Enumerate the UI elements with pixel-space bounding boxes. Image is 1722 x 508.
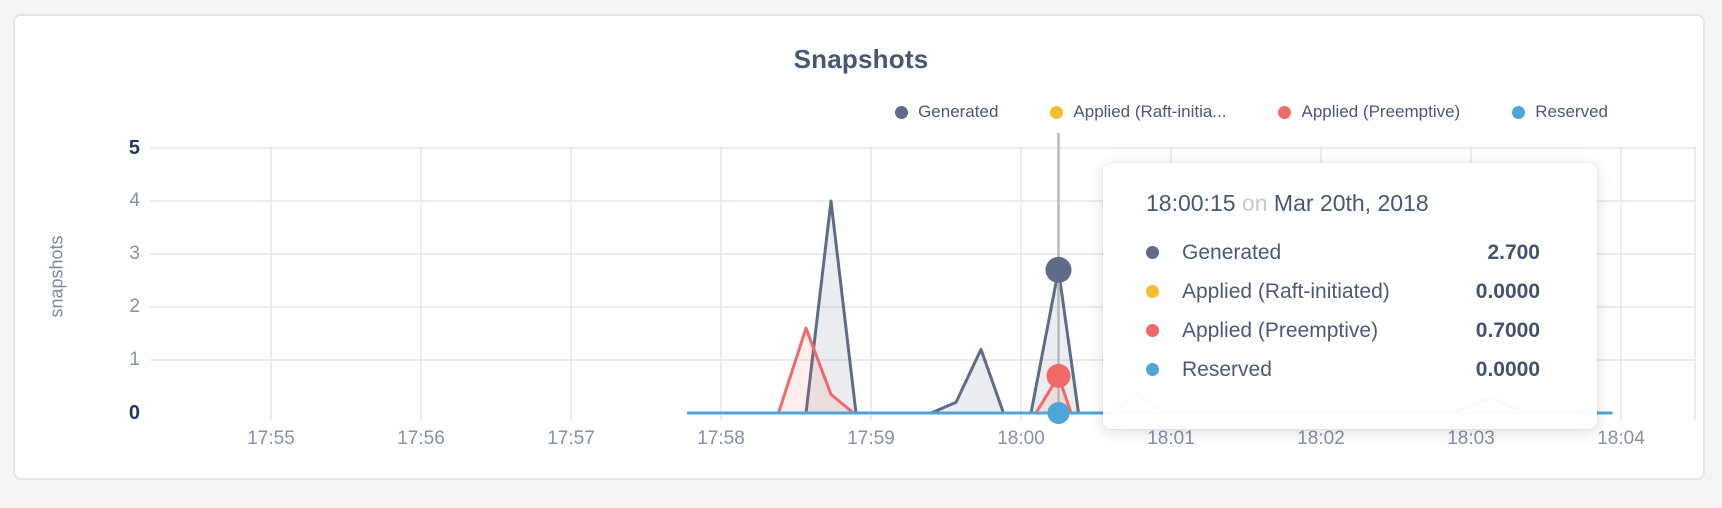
x-tick-label: 18:00	[997, 428, 1045, 449]
legend-label: Applied (Preemptive)	[1301, 102, 1461, 121]
chart-title: Snapshots	[793, 44, 929, 74]
tooltip-series-label: Generated	[1182, 240, 1282, 264]
chart-tooltip: 18:00:15 on Mar 20th, 2018 Generated 2.70…	[1103, 163, 1597, 429]
hover-point	[1045, 256, 1072, 283]
x-tick-label: 18:02	[1297, 428, 1345, 449]
legend-swatch-icon	[1512, 105, 1526, 119]
tooltip-row: Reserved 0.0000	[1146, 350, 1540, 389]
tooltip-series-value: 0.0000	[1475, 357, 1540, 381]
x-tick-label: 17:58	[697, 428, 745, 449]
tooltip-series-value: 2.700	[1487, 240, 1540, 264]
y-tick-label: 1	[129, 349, 140, 370]
tooltip-series-label: Applied (Raft-initiated)	[1182, 279, 1390, 303]
legend-label: Reserved	[1535, 102, 1608, 121]
legend-swatch-icon	[1050, 105, 1064, 119]
legend-swatch-icon	[1278, 105, 1292, 119]
x-tick-label: 18:04	[1597, 428, 1645, 449]
tooltip-row: Generated 2.700	[1146, 233, 1540, 272]
tooltip-series-dot-icon	[1146, 324, 1159, 337]
tooltip-series-label: Reserved	[1182, 357, 1272, 381]
legend-label: Generated	[918, 102, 999, 121]
y-tick-label: 2	[129, 296, 140, 317]
hover-point	[1047, 402, 1070, 424]
y-tick-label: 4	[129, 190, 140, 211]
tooltip-series-dot-icon	[1146, 363, 1159, 376]
legend-swatch-icon	[895, 105, 909, 119]
legend: Generated Applied (Raft-initia... Applied …	[895, 102, 1608, 122]
hover-point	[1046, 363, 1071, 388]
tooltip-conjunction: on	[1241, 190, 1268, 216]
tooltip-row: Applied (Preemptive) 0.7000	[1146, 311, 1540, 350]
tooltip-series-value: 0.7000	[1475, 318, 1540, 342]
tooltip-series-dot-icon	[1146, 285, 1159, 298]
x-tick-label: 18:01	[1147, 428, 1195, 449]
x-tick-label: 17:55	[247, 428, 295, 449]
tooltip-time: 18:00:15	[1146, 190, 1236, 216]
y-tick-label: 0	[128, 402, 140, 424]
y-tick-label: 5	[128, 137, 140, 159]
tooltip-rows: Generated 2.700 Applied (Raft-initiated) 0.…	[1146, 233, 1540, 389]
tooltip-series-dot-icon	[1146, 246, 1159, 259]
y-tick-label: 3	[129, 243, 140, 264]
legend-item[interactable]: Reserved	[1512, 102, 1608, 122]
x-tick-label: 18:03	[1447, 428, 1495, 449]
tooltip-row: Applied (Raft-initiated) 0.0000	[1146, 272, 1540, 311]
tooltip-date: Mar 20th, 2018	[1273, 190, 1429, 216]
legend-item[interactable]: Applied (Preemptive)	[1278, 102, 1460, 122]
tooltip-series-value: 0.0000	[1475, 279, 1540, 303]
legend-item[interactable]: Generated	[895, 102, 998, 122]
tooltip-series-label: Applied (Preemptive)	[1182, 318, 1379, 342]
x-tick-label: 17:59	[847, 428, 895, 449]
tooltip-title: 18:00:15 on Mar 20th, 2018	[1146, 190, 1540, 217]
legend-item[interactable]: Applied (Raft-initia...	[1050, 102, 1226, 122]
x-tick-label: 17:56	[397, 428, 445, 449]
legend-label: Applied (Raft-initia...	[1073, 102, 1227, 121]
x-tick-label: 17:57	[547, 428, 595, 449]
